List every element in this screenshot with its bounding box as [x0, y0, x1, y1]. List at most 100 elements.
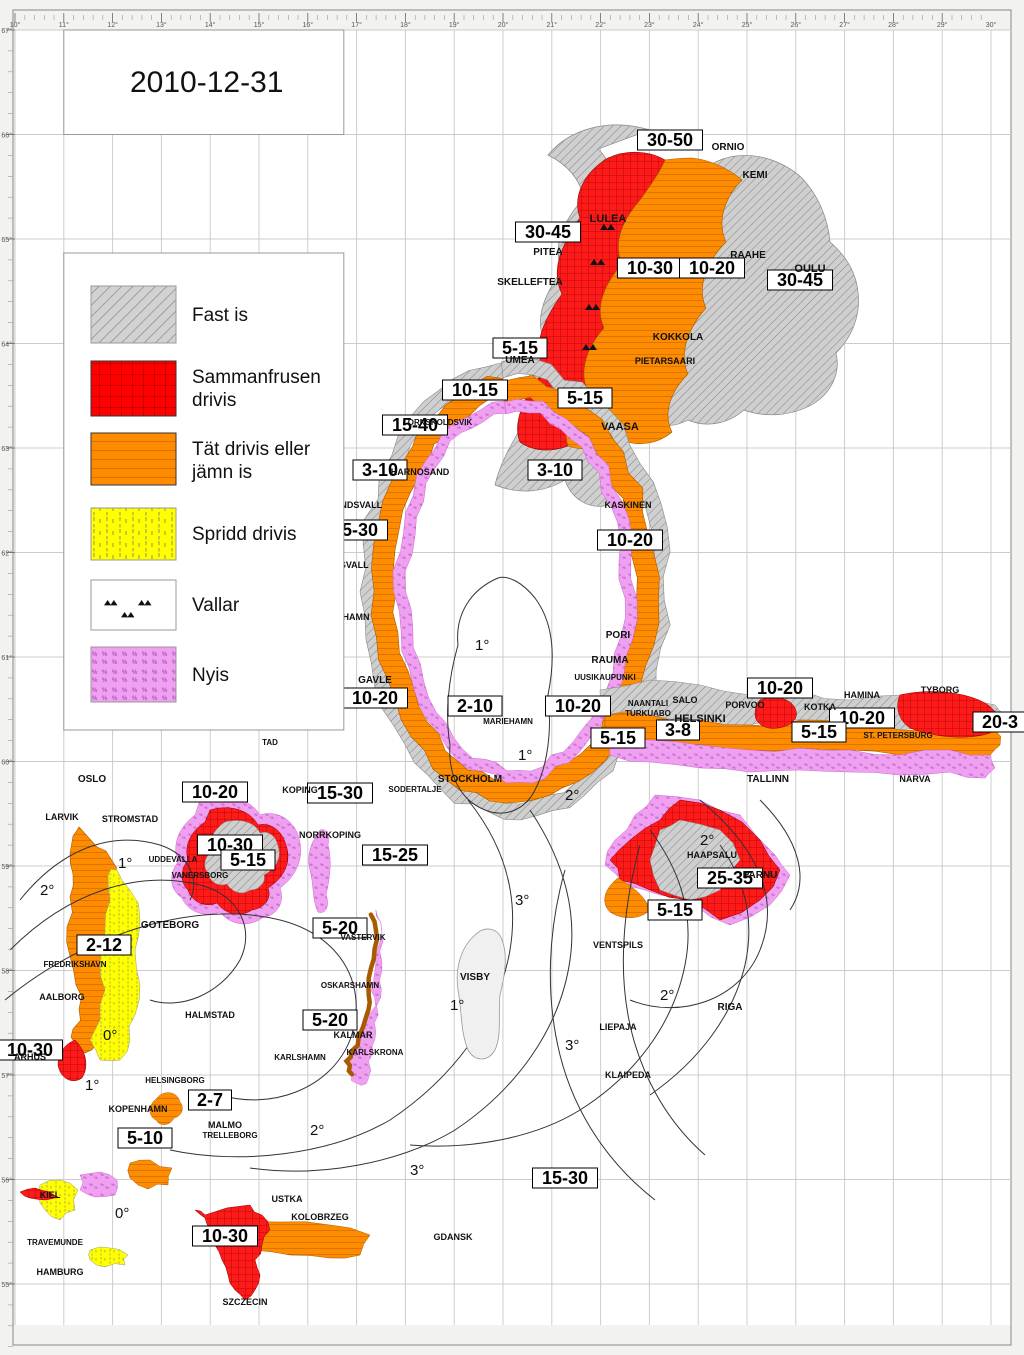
svg-text:15-30: 15-30 — [542, 1168, 588, 1188]
svg-text:58°: 58° — [1, 968, 12, 976]
svg-text:2°: 2° — [310, 1122, 324, 1139]
svg-text:SODERTALJE: SODERTALJE — [388, 785, 442, 794]
svg-text:21°: 21° — [547, 21, 558, 29]
svg-text:MALMO: MALMO — [208, 1120, 242, 1130]
svg-text:TAD: TAD — [262, 738, 278, 747]
svg-text:5-15: 5-15 — [600, 728, 636, 748]
svg-text:OSLO: OSLO — [78, 774, 107, 785]
svg-text:VASTERVIK: VASTERVIK — [340, 933, 385, 942]
svg-text:TYBORG: TYBORG — [921, 685, 960, 695]
svg-text:KARLSKRONA: KARLSKRONA — [347, 1048, 404, 1057]
svg-text:10-20: 10-20 — [757, 678, 803, 698]
svg-text:KEMI: KEMI — [743, 170, 768, 181]
svg-text:63°: 63° — [1, 445, 12, 453]
svg-text:NARVA: NARVA — [899, 774, 931, 784]
svg-text:KOPING: KOPING — [282, 785, 318, 795]
svg-text:2°: 2° — [700, 832, 714, 849]
svg-text:26°: 26° — [791, 21, 802, 29]
svg-text:KOKKOLA: KOKKOLA — [653, 332, 704, 343]
svg-text:KARLSHAMN: KARLSHAMN — [274, 1053, 326, 1062]
svg-text:GAVLE: GAVLE — [358, 675, 392, 686]
svg-text:HALMSTAD: HALMSTAD — [185, 1010, 235, 1020]
svg-text:12°: 12° — [107, 21, 118, 29]
svg-text:PORI: PORI — [606, 630, 631, 641]
svg-text:GOTEBORG: GOTEBORG — [141, 920, 200, 931]
svg-text:14°: 14° — [205, 21, 216, 29]
svg-text:LULEA: LULEA — [590, 213, 627, 225]
svg-text:10-20: 10-20 — [607, 530, 653, 550]
svg-text:1°: 1° — [118, 855, 132, 872]
svg-text:Sammanfrusen: Sammanfrusen — [192, 367, 321, 388]
svg-text:OSKARSHAMN: OSKARSHAMN — [321, 981, 379, 990]
svg-text:TRELLEBORG: TRELLEBORG — [202, 1131, 257, 1140]
svg-text:10-20: 10-20 — [689, 258, 735, 278]
svg-text:GDANSK: GDANSK — [433, 1232, 473, 1242]
svg-text:10-20: 10-20 — [352, 688, 398, 708]
svg-text:19°: 19° — [449, 21, 460, 29]
svg-text:29°: 29° — [937, 21, 948, 29]
svg-text:2-12: 2-12 — [86, 935, 122, 955]
svg-text:1°: 1° — [518, 747, 532, 764]
svg-text:UUSIKAUPUNKI: UUSIKAUPUNKI — [574, 673, 635, 682]
svg-text:61°: 61° — [1, 654, 12, 662]
svg-text:Fast is: Fast is — [192, 305, 248, 326]
svg-text:HARNOSAND: HARNOSAND — [391, 467, 450, 477]
svg-text:15-30: 15-30 — [317, 783, 363, 803]
svg-text:5-10: 5-10 — [127, 1128, 163, 1148]
svg-text:NORRKOPING: NORRKOPING — [299, 830, 361, 840]
svg-text:55°: 55° — [1, 1281, 12, 1289]
svg-text:PARNU: PARNU — [743, 870, 778, 881]
svg-text:1°: 1° — [450, 997, 464, 1014]
svg-text:RIGA: RIGA — [718, 1002, 743, 1013]
svg-text:STROMSTAD: STROMSTAD — [102, 814, 159, 824]
svg-text:LIEPAJA: LIEPAJA — [599, 1022, 637, 1032]
svg-text:15-25: 15-25 — [372, 845, 418, 865]
svg-text:NAANTALI: NAANTALI — [628, 699, 668, 708]
svg-text:VENTSPILS: VENTSPILS — [593, 940, 643, 950]
svg-text:SKELLEFTEA: SKELLEFTEA — [497, 277, 563, 288]
svg-text:25°: 25° — [742, 21, 753, 29]
svg-text:Spridd drivis: Spridd drivis — [192, 524, 297, 545]
svg-text:3°: 3° — [565, 1037, 579, 1054]
svg-text:30-50: 30-50 — [647, 130, 693, 150]
svg-text:drivis: drivis — [192, 390, 236, 411]
svg-text:KOLOBRZEG: KOLOBRZEG — [291, 1212, 349, 1222]
svg-text:KIEL: KIEL — [40, 1190, 61, 1200]
svg-text:ORNSKOLDSVIK: ORNSKOLDSVIK — [408, 418, 473, 427]
svg-text:10-30: 10-30 — [202, 1226, 248, 1246]
svg-text:MARIEHAMN: MARIEHAMN — [483, 717, 533, 726]
svg-text:13°: 13° — [156, 21, 167, 29]
svg-text:0°: 0° — [103, 1027, 117, 1044]
svg-text:VISBY: VISBY — [460, 972, 490, 983]
svg-text:KALMAR: KALMAR — [334, 1030, 373, 1040]
svg-text:2°: 2° — [565, 787, 579, 804]
svg-text:UMEA: UMEA — [505, 355, 534, 366]
svg-text:23°: 23° — [644, 21, 655, 29]
svg-text:USTKA: USTKA — [272, 1194, 303, 1204]
svg-text:20-3: 20-3 — [982, 712, 1018, 732]
svg-text:2°: 2° — [660, 987, 674, 1004]
svg-text:1°: 1° — [475, 637, 489, 654]
svg-text:jämn is: jämn is — [191, 462, 252, 483]
svg-text:2-7: 2-7 — [197, 1090, 223, 1110]
svg-text:KOTKA: KOTKA — [804, 702, 836, 712]
svg-text:24°: 24° — [693, 21, 704, 29]
svg-text:18°: 18° — [400, 21, 411, 29]
svg-text:10-20: 10-20 — [555, 696, 601, 716]
svg-text:57°: 57° — [1, 1072, 12, 1080]
svg-text:5-15: 5-15 — [567, 388, 603, 408]
svg-text:ORNIO: ORNIO — [712, 142, 745, 153]
svg-text:56°: 56° — [1, 1177, 12, 1185]
svg-text:62°: 62° — [1, 550, 12, 558]
svg-text:HAMINA: HAMINA — [844, 690, 880, 700]
svg-text:Vallar: Vallar — [192, 595, 240, 616]
svg-text:22°: 22° — [595, 21, 606, 29]
svg-text:66°: 66° — [1, 132, 12, 140]
svg-text:HAMBURG: HAMBURG — [37, 1267, 84, 1277]
svg-text:KLAIPEDA: KLAIPEDA — [605, 1070, 652, 1080]
svg-text:VANERSBORG: VANERSBORG — [172, 871, 229, 880]
svg-text:STOCKHOLM: STOCKHOLM — [438, 774, 502, 785]
svg-text:2010-12-31: 2010-12-31 — [130, 66, 283, 99]
svg-text:ST. PETERSBURG: ST. PETERSBURG — [863, 731, 932, 740]
svg-text:17°: 17° — [351, 21, 362, 29]
